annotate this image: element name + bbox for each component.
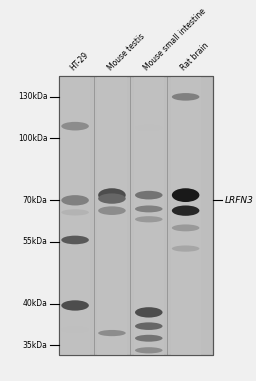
Ellipse shape	[61, 209, 89, 216]
Bar	[97, 76, 127, 355]
Bar	[59, 76, 213, 355]
Ellipse shape	[61, 236, 89, 244]
Ellipse shape	[172, 205, 199, 216]
Ellipse shape	[135, 191, 163, 199]
Ellipse shape	[172, 188, 199, 202]
Bar	[60, 76, 90, 355]
Ellipse shape	[135, 125, 163, 131]
Text: 130kDa: 130kDa	[18, 92, 47, 101]
Text: 55kDa: 55kDa	[23, 237, 47, 246]
Bar	[59, 76, 213, 355]
Text: Mouse testis: Mouse testis	[105, 32, 146, 73]
Text: 70kDa: 70kDa	[23, 196, 47, 205]
Text: 100kDa: 100kDa	[18, 134, 47, 143]
Ellipse shape	[172, 245, 199, 252]
Bar	[134, 76, 164, 355]
Text: 35kDa: 35kDa	[23, 341, 47, 350]
Ellipse shape	[98, 207, 126, 215]
Ellipse shape	[61, 300, 89, 311]
Text: Mouse small intestine: Mouse small intestine	[142, 7, 208, 73]
Ellipse shape	[98, 330, 126, 336]
Ellipse shape	[61, 327, 89, 333]
Ellipse shape	[61, 122, 89, 130]
Ellipse shape	[98, 188, 126, 202]
Ellipse shape	[135, 205, 163, 212]
Ellipse shape	[135, 322, 163, 330]
Ellipse shape	[135, 216, 163, 223]
Ellipse shape	[172, 224, 199, 231]
Text: 40kDa: 40kDa	[23, 299, 47, 308]
Ellipse shape	[135, 307, 163, 317]
Ellipse shape	[135, 335, 163, 342]
Ellipse shape	[61, 195, 89, 205]
Ellipse shape	[172, 93, 199, 101]
Ellipse shape	[135, 347, 163, 354]
Ellipse shape	[98, 194, 126, 204]
Bar	[171, 76, 201, 355]
Text: HT-29: HT-29	[69, 51, 91, 73]
Text: LRFN3: LRFN3	[225, 196, 254, 205]
Text: Rat brain: Rat brain	[179, 41, 211, 73]
